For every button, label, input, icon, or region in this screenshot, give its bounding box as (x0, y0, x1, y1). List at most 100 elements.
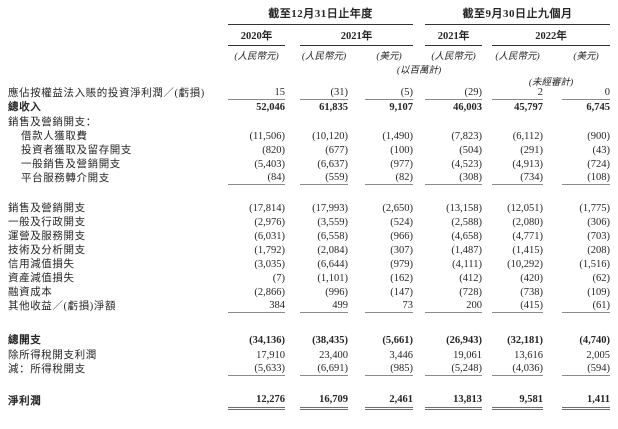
table-row: 除所得稅開支利潤 17,910 23,400 3,446 19,061 13,6… (0, 348, 618, 362)
value-cell-2021-usd: (524) (390, 216, 413, 228)
value-cell-2022-9m-rmb: (2,080) (512, 216, 543, 228)
value-cell-2020-rmb: (820) (262, 144, 285, 156)
value-cell-2021-rmb: 23,400 (319, 349, 348, 361)
value-cell-2020-rmb: (2,866) (254, 286, 285, 298)
value-cell-2021-usd: (162) (390, 272, 413, 284)
value-cell-2021-usd: (100) (390, 144, 413, 156)
header-year-row: 2020年 2021年 2021年 2022年 (0, 28, 618, 46)
value-cell-2021-9m-rmb: (4,523) (451, 158, 482, 170)
value-cell-2021-rmb: (677) (325, 144, 348, 156)
row-label: 借款人獲取費 (21, 130, 88, 142)
value-cell-2021-9m-rmb: (4,111) (452, 258, 482, 270)
value-cell-2020-rmb: 15 (228, 86, 285, 100)
value-cell-2021-9m-rmb: 13,813 (425, 392, 482, 410)
value-cell-2020-rmb: (7) (272, 272, 285, 284)
value-cell-2022-9m-usd: 2,005 (586, 349, 610, 361)
unit-note: (以百萬計) (396, 66, 442, 76)
value-cell-2021-usd: 3,446 (389, 349, 413, 361)
value-cell-2022-9m-rmb: (12,051) (507, 202, 543, 214)
value-cell-2021-9m-rmb: 200 (425, 299, 482, 313)
value-cell-2021-9m-rmb: (13,158) (446, 202, 482, 214)
value-cell-2021-9m-rmb: (5,248) (425, 362, 482, 376)
value-cell-2021-usd: (147) (390, 286, 413, 298)
row-label: 淨利潤 (8, 395, 42, 407)
value-cell-2021-rmb: (559) (300, 171, 348, 185)
value-cell-2022-9m-rmb: 9,581 (492, 392, 543, 410)
value-cell-2021-rmb: (10,120) (312, 130, 348, 142)
value-cell-2022-9m-rmb (492, 115, 543, 129)
table-row: 平台服務轉介開支 (84) (559) (82) (308) (734) (10… (0, 171, 618, 185)
value-cell-2021-rmb: (3,559) (317, 216, 348, 228)
currency-label: (人民幣元) (301, 52, 347, 62)
unaudited-note-row: (未經審計) (0, 74, 618, 88)
year-2021-interim-label: 2021年 (425, 28, 482, 46)
currency-label: (人民幣元) (234, 52, 279, 62)
value-cell-2022-9m-rmb: (734) (492, 171, 543, 185)
value-cell-2022-9m-rmb: (291) (520, 144, 543, 156)
table-row: 一般銷售及營銷開支 (5,403) (6,637) (977) (4,523) … (0, 157, 618, 171)
value-cell-2022-9m-rmb: (738) (520, 286, 543, 298)
value-cell-2021-usd: (985) (365, 362, 413, 376)
table-row: 信用減值損失 (3,035) (6,644) (979) (4,111) (10… (0, 257, 618, 271)
value-cell-2022-9m-usd: (43) (592, 144, 611, 156)
table-row: 一般及行政開支 (2,976) (3,559) (524) (2,588) (2… (0, 215, 618, 229)
table-row: 銷售及營銷開支 (17,814) (17,993) (2,650) (13,15… (0, 201, 618, 215)
value-cell-2021-rmb: (17,993) (312, 202, 348, 214)
header-period-row: 截至12月31日止年度 截至9月30日止九個月 (0, 5, 618, 25)
table-row: 運營及服務開支 (6,031) (6,558) (966) (4,658) (4… (0, 229, 618, 243)
value-cell-2021-9m-rmb: 46,003 (453, 102, 482, 113)
value-cell-2022-9m-rmb: (32,181) (507, 335, 543, 346)
row-label: 信用減值損失 (8, 258, 75, 270)
value-cell-2021-usd: 73 (365, 299, 413, 313)
value-cell-2020-rmb (228, 115, 285, 129)
currency-label: (人民幣元) (431, 52, 476, 62)
value-cell-2022-9m-usd: (703) (587, 230, 610, 242)
value-cell-2021-usd: 2,461 (365, 392, 413, 410)
value-cell-2022-9m-usd: (61) (562, 299, 610, 313)
value-cell-2020-rmb: (5,633) (228, 362, 285, 376)
currency-label: (美元) (376, 52, 402, 62)
column-group-annual: 截至12月31日止年度 (228, 5, 413, 25)
value-cell-2020-rmb: (17,814) (249, 202, 285, 214)
table-row: 銷售及營銷開支： (0, 115, 618, 129)
value-cell-2022-9m-usd: (4,740) (579, 335, 610, 346)
value-cell-2021-9m-rmb: (29) (425, 86, 482, 100)
value-cell-2020-rmb: (6,031) (254, 230, 285, 242)
value-cell-2021-9m-rmb: (26,943) (446, 335, 482, 346)
value-cell-2020-rmb: (3,035) (254, 258, 285, 270)
value-cell-2021-rmb: (6,558) (317, 230, 348, 242)
value-cell-2020-rmb: (84) (228, 171, 285, 185)
value-cell-2021-rmb: (6,644) (317, 258, 348, 270)
row-label: 其他收益／(虧損)淨額 (8, 300, 117, 312)
value-cell-2022-9m-usd: (1,775) (579, 202, 610, 214)
year-2021-annual-label: 2021年 (300, 28, 413, 46)
value-cell-2021-usd: (307) (390, 244, 413, 256)
row-label: 融資成本 (8, 286, 53, 298)
value-cell-2021-9m-rmb: 19,061 (453, 349, 482, 361)
table-row: 借款人獲取費 (11,506) (10,120) (1,490) (7,823)… (0, 129, 618, 143)
value-cell-2022-9m-usd: (724) (587, 158, 610, 170)
value-cell-2020-rmb: (5,403) (254, 158, 285, 170)
column-group-nine-months: 截至9月30日止九個月 (425, 5, 610, 25)
value-cell-2022-9m-usd: (62) (592, 272, 611, 284)
row-label: 銷售及營銷開支： (8, 116, 97, 128)
value-cell-2021-rmb (300, 115, 348, 129)
row-label: 一般銷售及營銷開支 (21, 158, 121, 170)
value-cell-2020-rmb: (2,976) (254, 216, 285, 228)
value-cell-2022-9m-usd: (900) (587, 130, 610, 142)
value-cell-2022-9m-rmb: (4,771) (512, 230, 543, 242)
value-cell-2021-rmb: (6,637) (317, 158, 348, 170)
value-cell-2022-9m-rmb: 2 (492, 86, 543, 100)
currency-label: (美元) (573, 52, 599, 62)
currency-label: (人民幣元) (495, 52, 540, 62)
value-cell-2022-9m-usd (562, 115, 610, 129)
value-cell-2021-rmb: 16,709 (300, 392, 348, 410)
row-label: 銷售及營銷開支 (8, 202, 86, 214)
row-label: 投資者獲取及留存開支 (21, 144, 132, 156)
value-cell-2022-9m-usd: 0 (562, 86, 610, 100)
value-cell-2022-9m-rmb: 13,616 (514, 349, 543, 361)
header-currency-row: (人民幣元) (人民幣元) (美元) (人民幣元) (人民幣元) (美元) (0, 48, 618, 62)
value-cell-2021-usd: (979) (390, 258, 413, 270)
value-cell-2021-9m-rmb: (308) (425, 171, 482, 185)
year-2020-label: 2020年 (228, 28, 285, 46)
